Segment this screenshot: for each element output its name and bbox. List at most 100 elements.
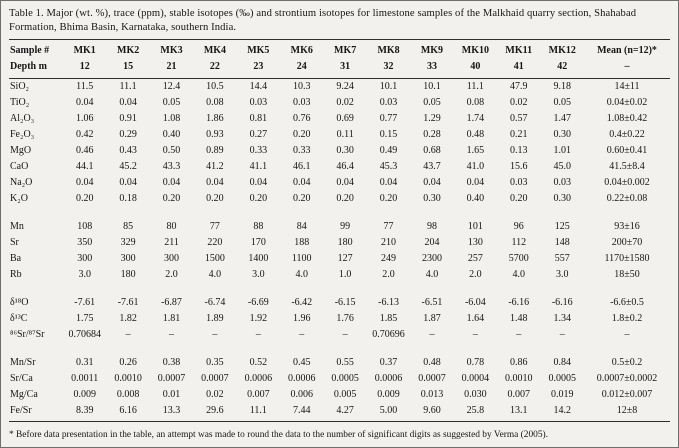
value-cell: 0.04	[119, 97, 137, 108]
header-row-samples: Sample # MK1 MK2 MK3 MK4 MK5 MK6 MK7 MK8 MK9 MK10 M…	[9, 39, 670, 59]
value-cell: 11.5	[76, 81, 94, 92]
value-cell: 300	[77, 253, 93, 264]
value-cell: 0.03	[510, 177, 528, 188]
value-cell: 11.1	[119, 81, 137, 92]
depth-value: 33	[410, 59, 454, 79]
value-cell: 1.81	[162, 313, 181, 324]
value-cell: 5.00	[366, 403, 411, 422]
value-cell: 0.02	[336, 97, 354, 108]
mean-cell: 1.8±0.2	[611, 313, 643, 324]
value-cell: 108	[77, 221, 93, 232]
value-cell: 0.20	[510, 193, 528, 204]
value-cell: 0.013	[420, 389, 444, 400]
value-cell: 0.02	[510, 97, 528, 108]
sample-id: MK10	[453, 39, 498, 59]
value-cell: 12.4	[162, 81, 181, 92]
value-cell: 98	[426, 221, 437, 232]
mean-cell: 14±11	[614, 81, 640, 92]
sample-id: MK4	[193, 39, 237, 59]
value-cell: 0.05	[162, 97, 181, 108]
value-cell: -6.15	[334, 297, 356, 308]
row-label: Sr	[10, 237, 19, 248]
value-cell: 0.030	[464, 389, 487, 400]
depth-value: 40	[453, 59, 498, 79]
value-cell: 41.2	[206, 161, 224, 172]
value-cell: 0.0005	[331, 373, 359, 384]
value-cell: 0.93	[206, 129, 224, 140]
value-cell: 0.21	[510, 129, 528, 140]
value-cell: 46.4	[336, 161, 354, 172]
row-label: Fe₂O₃	[10, 129, 35, 140]
table-row: CaO 44.1 45.2 43.3 41.2 41.1 46.1 46.4 45.3 43.7 4…	[9, 159, 670, 175]
value-cell: 0.55	[336, 357, 354, 368]
value-cell: 1.01	[553, 145, 571, 156]
value-cell: 0.57	[510, 113, 528, 124]
value-cell: -6.13	[378, 297, 399, 308]
table-row: Al₂O₃ 1.06 0.91 1.08 1.86 0.81 0.76 0.69 0.77 1.2…	[9, 111, 670, 127]
table-row: δ¹⁸O -7.61 -7.61 -6.87 -6.74 -6.69 -6.42 -6.15 -…	[9, 295, 670, 311]
depth-value: 12	[63, 59, 107, 79]
value-cell: 0.20	[249, 193, 268, 204]
value-cell: 0.0007	[157, 373, 186, 384]
depth-value: 24	[280, 59, 324, 79]
value-cell: 0.30	[336, 145, 354, 156]
value-cell: –	[559, 329, 565, 340]
sample-number-header: Sample #	[9, 39, 63, 59]
mean-cell: 93±16	[614, 221, 640, 232]
mean-cell: 0.4±0.22	[609, 129, 645, 140]
value-cell: 0.008	[116, 389, 140, 400]
value-cell: 4.27	[323, 403, 367, 422]
value-cell: 557	[554, 253, 570, 264]
value-cell: 1.74	[466, 113, 485, 124]
group-spacer	[9, 343, 670, 355]
table-row: Sr/Ca 0.0011 0.0010 0.0007 0.0007 0.0006 0.000…	[9, 371, 670, 387]
value-cell: 0.33	[292, 145, 311, 156]
value-cell: 0.04	[119, 177, 137, 188]
table-row: ⁸⁶Sr/⁸⁷Sr 0.70684 – – – – – – 0.70696 – – – – –	[9, 327, 670, 343]
row-label: Na₂O	[10, 177, 33, 188]
value-cell: 0.91	[119, 113, 137, 124]
value-cell: 188	[294, 237, 310, 248]
value-cell: 2.0	[382, 269, 395, 280]
value-cell: 0.03	[249, 97, 268, 108]
value-cell: 3.0	[555, 269, 569, 280]
value-cell: –	[299, 329, 305, 340]
value-cell: 0.30	[553, 129, 571, 140]
depth-value: 32	[366, 59, 411, 79]
sample-id: MK12	[540, 39, 584, 59]
value-cell: 0.76	[292, 113, 311, 124]
value-cell: 0.03	[379, 97, 398, 108]
table-row: Rb 3.0 180 2.0 4.0 3.0 4.0 1.0 2.0 4.0 2.0 4.0 3.0 18…	[9, 267, 670, 283]
value-cell: 300	[164, 253, 180, 264]
table-row: Fe₂O₃ 0.42 0.29 0.40 0.93 0.27 0.20 0.11 0.15 0.2…	[9, 127, 670, 143]
value-cell: 1.47	[553, 113, 571, 124]
value-cell: 0.009	[377, 389, 400, 400]
mean-column-header: Mean (n=12)*	[584, 39, 670, 59]
value-cell: 2.0	[165, 269, 178, 280]
value-cell: 170	[250, 237, 266, 248]
group-spacer	[9, 207, 670, 219]
value-cell: 0.86	[510, 357, 528, 368]
row-label: TiO₂	[10, 97, 30, 108]
value-cell: 11.1	[466, 81, 484, 92]
mean-cell: 18±50	[614, 269, 640, 280]
table-row: Ba 300 300 300 1500 1400 1100 127 249 2300 257 5700…	[9, 251, 670, 267]
value-cell: 350	[77, 237, 93, 248]
value-cell: 2300	[421, 253, 442, 264]
value-cell: 257	[467, 253, 483, 264]
mean-cell: 0.60±0.41	[606, 145, 648, 156]
value-cell: 0.50	[162, 145, 181, 156]
value-cell: 0.007	[507, 389, 531, 400]
value-cell: 77	[209, 221, 220, 232]
value-cell: 0.20	[336, 193, 354, 204]
value-cell: 1.92	[249, 313, 268, 324]
value-cell: 0.0011	[71, 373, 99, 384]
value-cell: 0.15	[379, 129, 398, 140]
value-cell: 9.60	[410, 403, 454, 422]
value-cell: 329	[120, 237, 136, 248]
value-cell: 0.37	[379, 357, 398, 368]
sample-id: MK11	[497, 39, 541, 59]
mean-cell: 0.012±0.007	[601, 389, 653, 400]
sample-id: MK2	[106, 39, 150, 59]
value-cell: -6.16	[551, 297, 573, 308]
